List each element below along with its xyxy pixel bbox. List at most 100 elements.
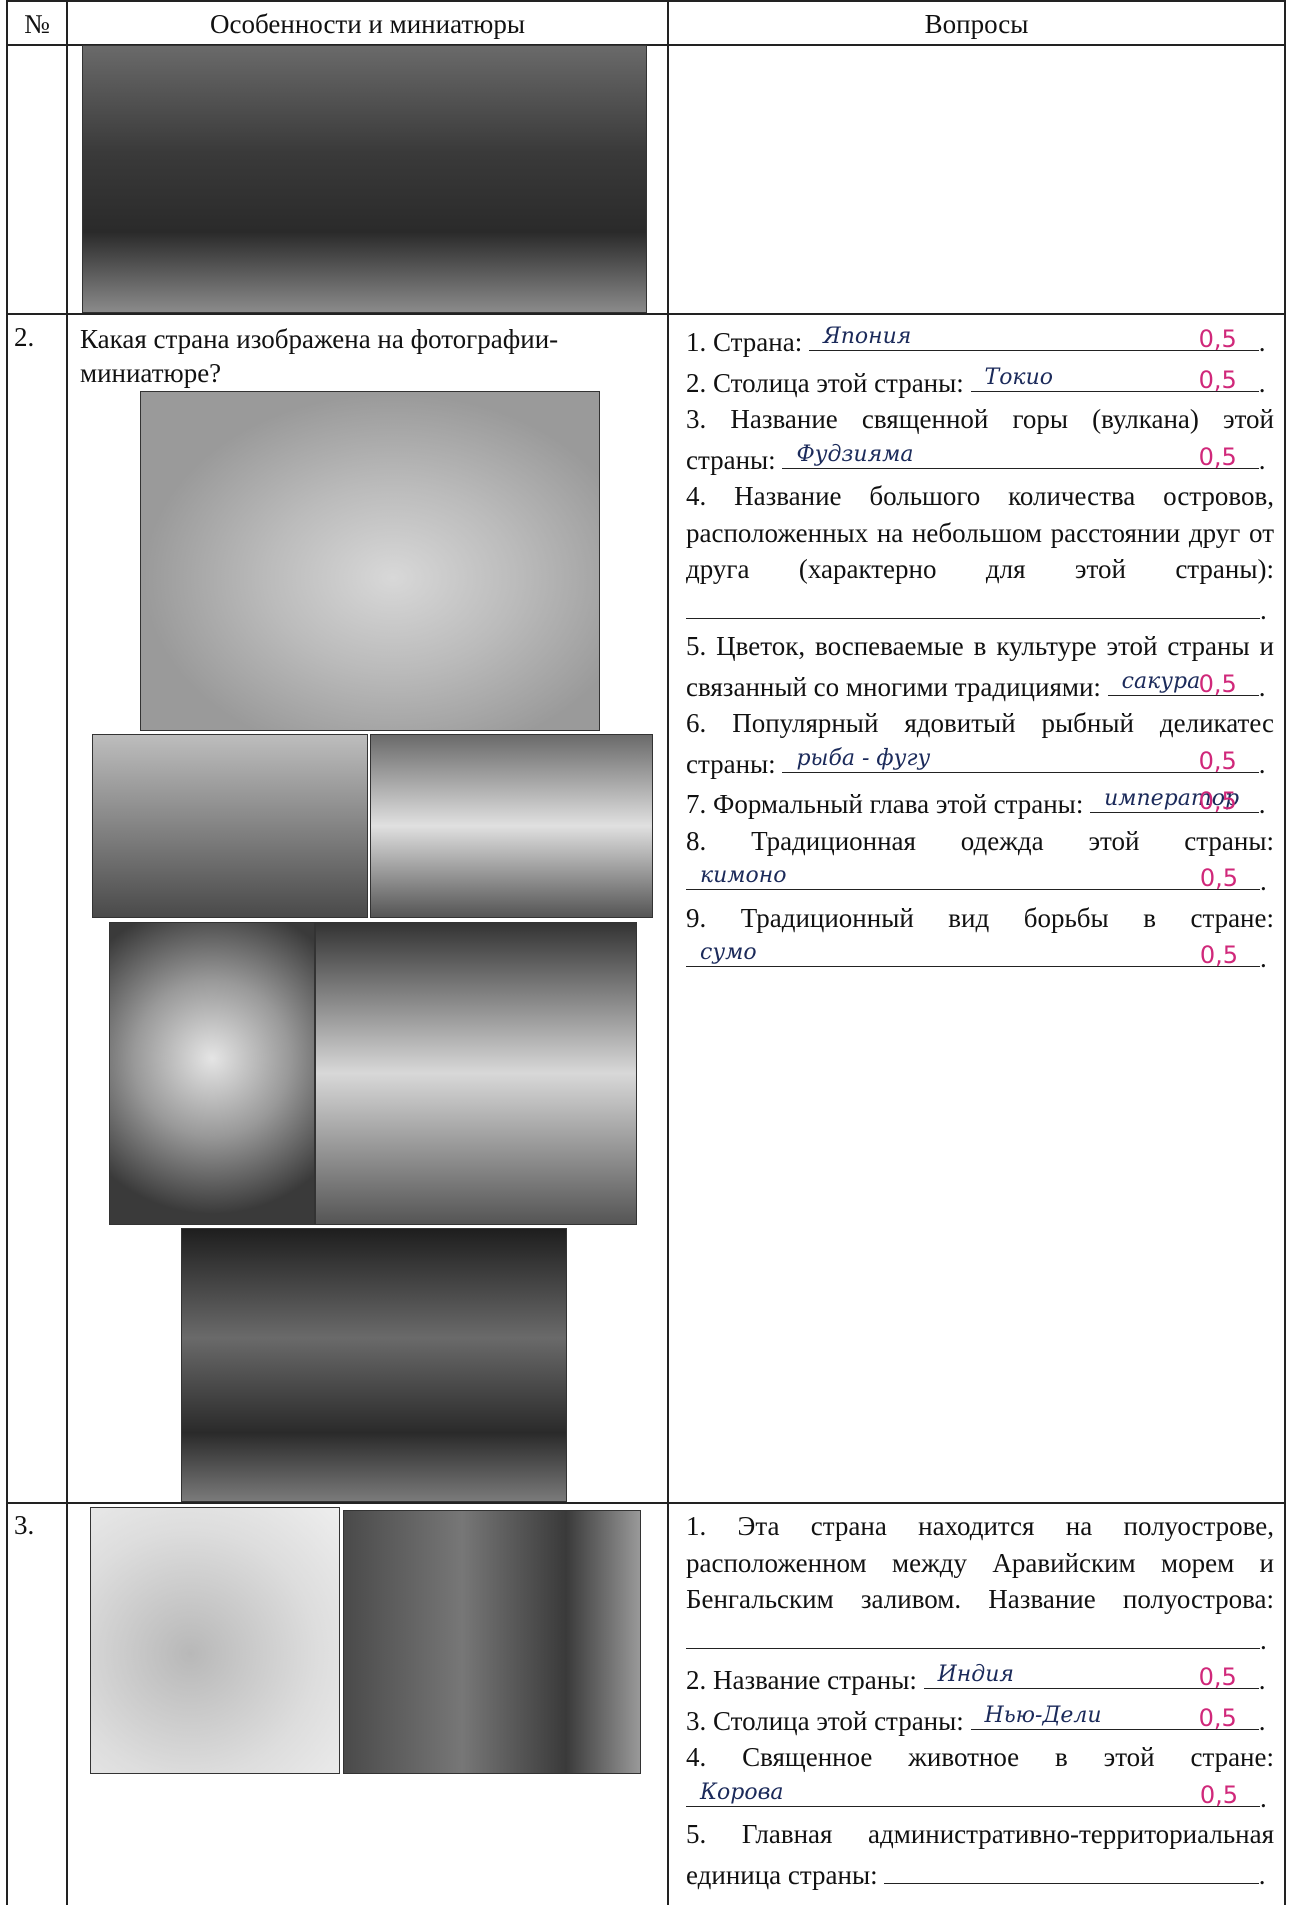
question-text: 2. Название страны: [686, 1665, 917, 1695]
question: 9. Традиционный вид борьбы в стране: сум… [686, 900, 1274, 977]
score: 0,5 [1199, 864, 1238, 892]
score: 0,5 [1198, 1703, 1237, 1732]
border [6, 0, 1286, 2]
score: 0,5 [1199, 941, 1238, 969]
question-text: 3. Название священной горы (вулкана) это… [686, 404, 1274, 475]
photo [92, 734, 368, 918]
handwritten-answer: Корова [700, 1779, 784, 1805]
handwritten-answer: Индия [937, 1662, 1014, 1687]
border [6, 313, 1286, 315]
question: 5. Главная административно-территориальн… [686, 1816, 1274, 1893]
questions: 1. Эта страна находится на полуострове, … [686, 1508, 1274, 1893]
answer-blank [686, 1618, 1260, 1649]
header-cell: № [24, 9, 50, 39]
question-text: 9. Традиционный вид борьбы в стране: [686, 902, 1274, 933]
photo [109, 922, 315, 1225]
score: 0,5 [1198, 365, 1237, 394]
row-number: 2. [14, 322, 35, 352]
handwritten-answer: рыба - фугу [796, 745, 931, 771]
ending: . [1260, 594, 1267, 625]
question-text: 3. Столица этой страны: [686, 1705, 964, 1736]
handwritten-answer: Фудзияма [796, 441, 914, 467]
header-cell: Вопросы [924, 9, 1029, 39]
score: 0,5 [1198, 669, 1237, 698]
question-text: 1. Эта страна находится на полуострове, … [686, 1511, 1274, 1614]
question: 3. Название священной горы (вулкана) это… [686, 401, 1274, 478]
header-cell: Особенности и миниатюры [210, 9, 525, 39]
question: 4. Название большого количества островов… [686, 478, 1274, 628]
question: 2. Название страны: Индия 0,5. [686, 1658, 1274, 1699]
handwritten-answer: кимоно [700, 863, 787, 888]
question: 4. Священное животное в этой стране: Кор… [686, 1739, 1274, 1816]
ending: . [1258, 1859, 1266, 1890]
map-illustration [140, 391, 600, 731]
answer-blank: Корова 0,5 [686, 1776, 1260, 1809]
answer-blank [686, 588, 1260, 619]
question: 5. Цветок, воспеваемые в культуре этой с… [686, 628, 1274, 705]
question-text: 8. Традиционная одежда этой страны: [686, 825, 1274, 856]
handwritten-answer: Токио [984, 364, 1053, 390]
ending: . [1260, 1782, 1267, 1813]
question-text: 2. Столица этой страны: [686, 367, 964, 398]
question: 7. Формальный глава этой страны: императ… [686, 782, 1274, 823]
border [1284, 0, 1286, 1905]
handwritten-answer: сумо [700, 940, 757, 965]
question: 6. Популярный ядовитый рыбный деликатес … [686, 705, 1274, 782]
answer-blank: Нью-Дели 0,5 [970, 1699, 1259, 1732]
border [6, 0, 8, 1905]
row-description: Какая страна изображена на фотографии-ми… [80, 324, 559, 388]
photo [370, 734, 653, 918]
border [66, 0, 68, 1905]
question-text: 4. Название большого количества островов… [686, 481, 1274, 584]
question: 1. Эта страна находится на полуострове, … [686, 1508, 1274, 1658]
question-text: 4. Священное животное в этой стране: [686, 1742, 1274, 1772]
score: 0,5 [1198, 746, 1237, 775]
question-text: 6. Популярный ядовитый рыбный деликатес … [686, 708, 1274, 779]
question: 2. Столица этой страны: Токио 0,5. [686, 361, 1274, 402]
score: 0,5 [1198, 787, 1237, 815]
question: 1. Страна: Япония 0,5. [686, 320, 1274, 361]
answer-blank: кимоно 0,5 [686, 859, 1260, 892]
ending: . [1258, 444, 1266, 475]
row-number: 3. [14, 1510, 35, 1540]
answer-blank: рыба - фугу 0,5 [782, 742, 1259, 775]
ending: . [1258, 789, 1266, 819]
handwritten-answer: сакура [1121, 668, 1201, 694]
ending: . [1258, 1705, 1266, 1736]
score: 0,5 [1198, 442, 1237, 471]
answer-blank: сакура 0,5 [1107, 665, 1259, 698]
handwritten-answer: Япония [822, 324, 912, 349]
score: 0,5 [1198, 325, 1237, 353]
photo [82, 45, 647, 313]
score: 0,5 [1198, 1663, 1237, 1691]
question-text: 5. Цветок, воспеваемые в культуре этой с… [686, 631, 1274, 702]
photo [343, 1510, 641, 1774]
handwritten-answer: Нью-Дели [984, 1702, 1102, 1728]
answer-blank: сумо 0,5 [686, 936, 1260, 969]
questions: 1. Страна: Япония 0,5. 2. Столица этой стр… [686, 320, 1274, 977]
handwritten-answer: император [1104, 786, 1240, 811]
ending: . [1260, 1624, 1267, 1655]
question-text: 7. Формальный глава этой страны: [686, 789, 1084, 819]
answer-blank: император 0,5 [1090, 782, 1259, 815]
ending: . [1260, 943, 1267, 973]
question-text: 5. Главная административно-территориальн… [686, 1819, 1274, 1890]
question: 3. Столица этой страны: Нью-Дели 0,5. [686, 1699, 1274, 1740]
ending: . [1258, 367, 1266, 398]
answer-blank: Япония 0,5 [808, 320, 1259, 353]
ending: . [1258, 671, 1266, 702]
answer-blank [884, 1853, 1259, 1884]
ending: . [1258, 748, 1266, 779]
border [6, 1502, 1286, 1504]
question-text: 1. Страна: [686, 327, 803, 357]
border [667, 0, 669, 1905]
question: 8. Традиционная одежда этой страны: кимо… [686, 823, 1274, 900]
photo [181, 1228, 567, 1502]
ending: . [1258, 327, 1266, 357]
score: 0,5 [1199, 1780, 1238, 1809]
ending: . [1260, 866, 1267, 896]
answer-blank: Фудзияма 0,5 [782, 438, 1259, 471]
answer-blank: Токио 0,5 [970, 361, 1259, 394]
